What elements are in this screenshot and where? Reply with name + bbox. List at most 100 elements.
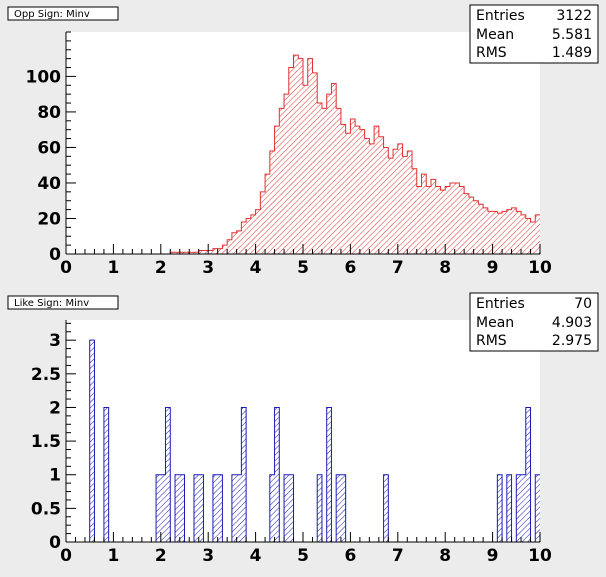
histogram-bin-opp xyxy=(179,252,185,254)
histogram-bin-opp xyxy=(511,207,517,254)
histogram-bin-opp xyxy=(193,252,199,254)
y-tick-label-like: 2 xyxy=(49,398,61,418)
histogram-bin-opp xyxy=(459,186,465,254)
histogram-bin-like xyxy=(521,474,526,542)
histogram-bin-opp xyxy=(521,214,526,254)
histogram-bin-like xyxy=(269,474,275,542)
stats-box-like: Entries 70 Mean 4.903 RMS 2.975 xyxy=(469,292,599,352)
histogram-bin-opp xyxy=(236,230,242,254)
histogram-like-sign xyxy=(66,339,540,543)
histogram-bin-opp xyxy=(241,222,247,254)
histogram-title-like: Like Sign: Minv xyxy=(14,298,89,309)
y-tick-label-like: 1.5 xyxy=(31,432,61,452)
stats-rms-label-opp: RMS xyxy=(476,45,507,61)
histogram-bin-opp xyxy=(269,150,275,254)
histogram-bin-opp xyxy=(212,248,218,254)
stats-mean-label-opp: Mean xyxy=(476,27,514,43)
y-tick-label-like: 3 xyxy=(49,331,61,351)
histogram-bin-like xyxy=(336,474,341,542)
histogram-bin-like xyxy=(284,474,289,542)
histogram-bin-like xyxy=(340,474,346,542)
histogram-bin-opp xyxy=(274,126,280,254)
x-tick-label-like: 3 xyxy=(202,546,214,566)
x-tick-label-like: 5 xyxy=(297,546,309,566)
x-tick-label-like: 2 xyxy=(155,546,167,566)
histogram-bin-like xyxy=(525,407,531,542)
axes-like-sign: 0 1 2 3 4 5 6 7 8 9 10 0 0.5 1 1.5 2 2.5 3 xyxy=(31,320,552,566)
histogram-bin-opp xyxy=(516,211,522,254)
histogram-bin-opp xyxy=(473,200,479,254)
y-tick-label-like: 2.5 xyxy=(31,365,61,385)
histogram-bin-opp xyxy=(255,209,261,254)
histogram-bin-like xyxy=(103,407,109,542)
x-tick-label-like: 7 xyxy=(392,546,404,566)
x-tick-label-like: 10 xyxy=(528,546,552,566)
y-tick-label-opp: 0 xyxy=(49,245,61,265)
x-tick-label-opp: 3 xyxy=(202,258,214,278)
histogram-bin-like xyxy=(193,474,199,542)
stats-box-opp: Entries 3122 Mean 5.581 RMS 1.489 xyxy=(469,4,599,64)
histogram-bin-like xyxy=(175,474,180,542)
histogram-bin-opp xyxy=(449,182,455,254)
histogram-bin-like xyxy=(160,474,166,542)
x-tick-label-opp: 0 xyxy=(60,258,72,278)
histogram-bin-opp xyxy=(535,214,540,254)
stats-entries-value-opp: 3122 xyxy=(556,8,592,24)
stats-rms-value-opp: 1.489 xyxy=(552,45,592,61)
histogram-bin-opp xyxy=(312,72,318,255)
histogram-opp-sign xyxy=(66,54,540,255)
x-tick-label-like: 0 xyxy=(60,546,72,566)
histogram-title-box-like: Like Sign: Minv xyxy=(7,295,119,310)
histogram-bin-opp xyxy=(288,67,294,255)
histogram-bin-opp xyxy=(369,143,375,254)
y-tick-label-like: 1 xyxy=(49,466,61,486)
histogram-bin-opp xyxy=(246,218,251,254)
x-tick-label-like: 4 xyxy=(250,546,262,566)
histogram-bin-opp xyxy=(430,179,436,254)
histogram-bin-opp xyxy=(284,94,289,254)
x-tick-label-like: 9 xyxy=(487,546,499,566)
pad-like-sign: 0 1 2 3 4 5 6 7 8 9 10 0 0.5 1 1.5 2 2.5 3 Like Sign: Min… xyxy=(0,288,606,577)
histogram-bin-like xyxy=(89,340,95,542)
histogram-bin-opp xyxy=(435,186,441,254)
histogram-bin-opp xyxy=(402,156,408,254)
histogram-bin-opp xyxy=(445,186,450,254)
histogram-bin-opp xyxy=(506,209,512,254)
histogram-bin-like xyxy=(274,407,280,542)
histogram-bin-opp xyxy=(350,119,356,254)
histogram-bin-like xyxy=(317,474,322,542)
histogram-bin-opp xyxy=(208,250,213,254)
histogram-bin-opp xyxy=(487,211,493,254)
stats-mean-label-like: Mean xyxy=(476,315,514,331)
histogram-bin-like xyxy=(506,474,512,542)
histogram-bin-opp xyxy=(421,174,427,254)
x-tick-label-opp: 9 xyxy=(487,258,499,278)
histogram-bin-opp xyxy=(326,94,332,254)
x-tick-label-like: 6 xyxy=(344,546,356,566)
histogram-title-opp: Opp Sign: Minv xyxy=(14,9,90,20)
histogram-bin-opp xyxy=(227,239,232,254)
x-tick-label-opp: 6 xyxy=(344,258,356,278)
x-tick-label-opp: 5 xyxy=(297,258,309,278)
histogram-outline-opp xyxy=(66,54,540,255)
histogram-bin-opp xyxy=(279,108,285,254)
histogram-bin-opp xyxy=(317,103,322,254)
stats-rms-label-like: RMS xyxy=(476,333,507,349)
histogram-bin-opp xyxy=(336,108,341,254)
histogram-bin-opp xyxy=(175,252,180,254)
histogram-bin-opp xyxy=(260,191,266,254)
histogram-bin-opp xyxy=(189,252,194,254)
histogram-bin-opp xyxy=(407,150,413,254)
x-tick-label-like: 8 xyxy=(439,546,451,566)
histogram-bin-opp xyxy=(303,85,308,254)
histogram-bin-like xyxy=(516,474,522,542)
y-tick-label-opp: 40 xyxy=(37,174,61,194)
histogram-bin-opp xyxy=(345,133,351,254)
x-tick-label-opp: 1 xyxy=(107,258,119,278)
histogram-bin-opp xyxy=(217,248,223,254)
histogram-bin-opp xyxy=(340,124,346,255)
histogram-bin-opp xyxy=(397,143,403,254)
x-tick-label-opp: 8 xyxy=(439,258,451,278)
